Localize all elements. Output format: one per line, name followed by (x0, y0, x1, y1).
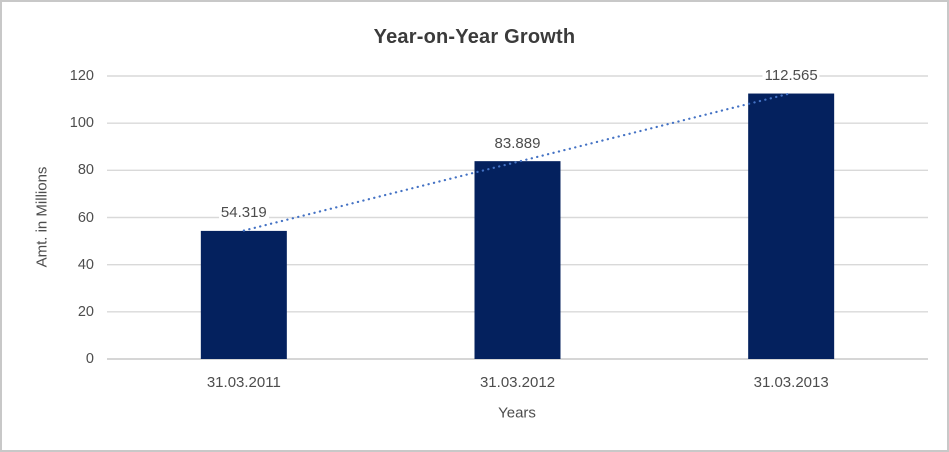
y-tick-label: 100 (69, 115, 94, 132)
bar-31.03.2011 (200, 230, 287, 359)
chart-title: Year-on-Year Growth (373, 26, 576, 48)
x-tick-label: 31.03.2013 (753, 374, 829, 391)
data-label: 112.565 (762, 67, 820, 85)
trendline (242, 92, 793, 232)
y-tick-label: 20 (77, 303, 94, 320)
data-label: 54.319 (218, 204, 269, 222)
x-tick-label: 31.03.2012 (479, 374, 556, 391)
x-axis-title: Years (498, 404, 536, 422)
y-tick-label: 60 (77, 209, 94, 226)
y-axis-title: Amt. in Millions (33, 166, 51, 268)
x-tick-label: 31.03.2011 (206, 374, 281, 391)
bar-31.03.2013 (748, 93, 835, 359)
y-tick-label: 120 (69, 68, 94, 84)
y-tick-label: 40 (77, 256, 94, 273)
data-label: 83.889 (492, 134, 543, 152)
y-tick-label: 0 (85, 351, 94, 367)
y-tick-label: 80 (77, 162, 94, 179)
bar-31.03.2012 (474, 161, 561, 359)
